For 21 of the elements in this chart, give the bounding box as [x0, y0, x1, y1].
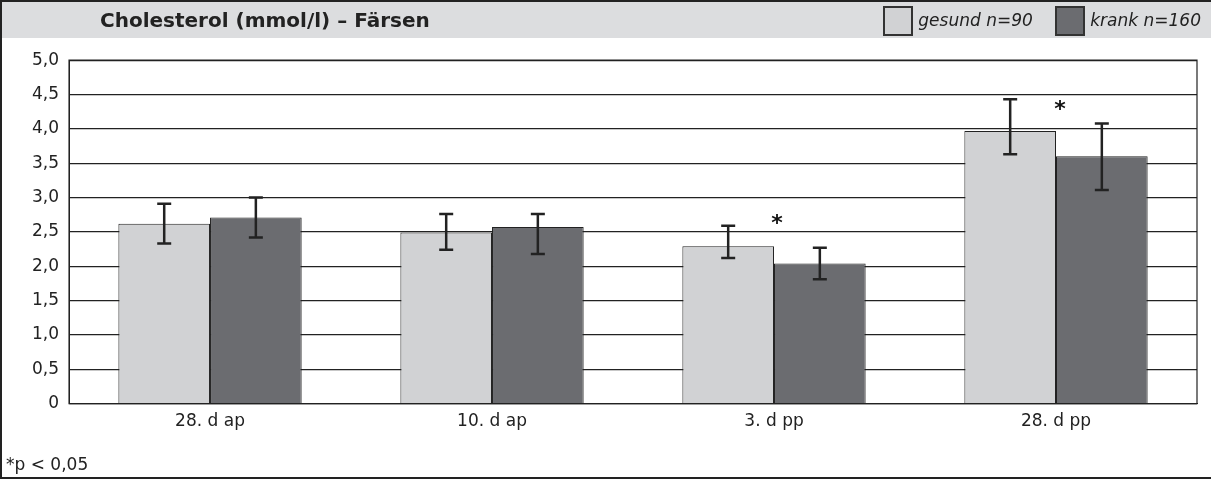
- y-tick-label: 1,0: [31, 323, 60, 344]
- legend-label: krank n=160: [1090, 10, 1201, 30]
- y-tick-label: 5,0: [31, 48, 60, 69]
- y-tick-label: 2,5: [31, 220, 60, 241]
- y-tick-label: 2,0: [31, 254, 60, 275]
- y-tick-label: 3,0: [31, 185, 60, 206]
- x-tick-label: 10. d ap: [457, 410, 527, 431]
- legend-label: gesund n=90: [918, 10, 1033, 30]
- x-tick-label: 28. d pp: [1020, 410, 1092, 431]
- y-tick-label: 1,5: [31, 289, 60, 309]
- annotation: *: [1054, 95, 1066, 121]
- x-tick-label: 3. d pp: [744, 410, 804, 431]
- y-tick-label: 4,0: [31, 117, 60, 138]
- y-tick-label: 3,5: [31, 151, 60, 172]
- y-tick-label: 0,5: [31, 357, 60, 378]
- x-tick-label: 28. d ap: [175, 410, 245, 431]
- annotation: *: [771, 209, 783, 235]
- y-tick-label: 4,5: [31, 82, 60, 103]
- y-tick-label: 0: [48, 392, 60, 413]
- text: *p < 0,05: [6, 454, 89, 474]
- chart-title: Cholesterol (mmol/l) – Färsen: [100, 8, 430, 32]
